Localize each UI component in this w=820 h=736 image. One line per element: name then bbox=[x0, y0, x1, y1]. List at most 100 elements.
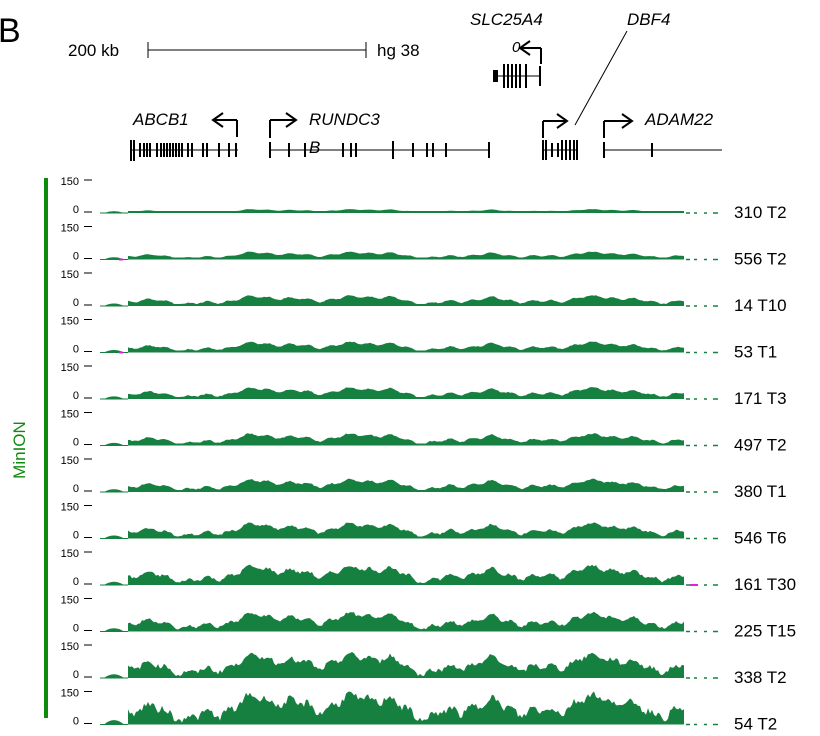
coverage-bump bbox=[104, 303, 124, 306]
gene-label-rundc3b-line1: RUNDC3 bbox=[309, 110, 380, 129]
track-label: 161 T30 bbox=[734, 575, 796, 594]
coverage-area bbox=[128, 295, 684, 306]
strand-arrow-dbf4 bbox=[542, 113, 569, 138]
coverage-bump bbox=[104, 489, 124, 492]
gene-abcb1: ABCB1 bbox=[130, 110, 238, 161]
coverage-area bbox=[128, 251, 684, 260]
axis-max-label: 150 bbox=[61, 502, 79, 514]
axis-max-label: 150 bbox=[61, 269, 79, 281]
strand-arrow-adam22 bbox=[603, 113, 634, 138]
coverage-area bbox=[128, 341, 684, 353]
scale-bar-assembly-label: hg 38 bbox=[377, 41, 420, 60]
coverage-bump bbox=[104, 442, 124, 446]
coverage-bump bbox=[104, 535, 124, 539]
gene-track: ABCB1 bbox=[130, 10, 722, 161]
track-label: 310 T2 bbox=[734, 203, 787, 222]
coverage-area bbox=[128, 652, 684, 678]
gene-adam22: ADAM22 bbox=[603, 110, 722, 158]
axis-min-label: 0 bbox=[73, 344, 79, 356]
track-label: 497 T2 bbox=[734, 436, 787, 455]
coverage-bump bbox=[104, 674, 124, 678]
axis-min-label: 0 bbox=[73, 390, 79, 402]
gene-label-dbf4: DBF4 bbox=[627, 10, 670, 29]
coverage-area bbox=[128, 611, 684, 632]
track-label: 546 T6 bbox=[734, 529, 787, 548]
gene-label-adam22: ADAM22 bbox=[644, 110, 714, 129]
track-group: MinION bbox=[10, 178, 48, 718]
gene-label-abcb1: ABCB1 bbox=[132, 110, 189, 129]
axis-max-label: 150 bbox=[61, 223, 79, 235]
axis-max-label: 150 bbox=[61, 641, 79, 653]
gene-model-abcb1 bbox=[130, 140, 238, 161]
coverage-area bbox=[128, 691, 684, 725]
axis-max-label: 150 bbox=[61, 455, 79, 467]
gene-label-slc25a4: SLC25A4 bbox=[470, 10, 543, 29]
gene-glyph-slc25a4: 0 bbox=[512, 39, 521, 56]
scale-bar-length-label: 200 kb bbox=[68, 41, 119, 60]
strand-arrow-slc25a4 bbox=[518, 40, 542, 64]
axis-max-label: 150 bbox=[61, 316, 79, 328]
gene-rundc3b: RUNDC3 B bbox=[269, 110, 490, 159]
track-label: 338 T2 bbox=[734, 668, 787, 687]
axis-min-label: 0 bbox=[73, 669, 79, 681]
axis-min-label: 0 bbox=[73, 483, 79, 495]
coverage-bump bbox=[104, 720, 124, 725]
axis-min-label: 0 bbox=[73, 437, 79, 449]
axis-min-label: 0 bbox=[73, 530, 79, 542]
track-label: 54 T2 bbox=[734, 715, 777, 734]
axis-min-label: 0 bbox=[73, 623, 79, 635]
gene-label-rundc3b-line2: B bbox=[309, 138, 320, 157]
gene-slc25a4: SLC25A4 0 bbox=[470, 10, 543, 88]
axis-max-label: 150 bbox=[61, 176, 79, 188]
strand-arrow-rundc3b bbox=[269, 112, 298, 138]
scale-bar: 200 kb hg 38 bbox=[68, 41, 420, 60]
gene-model-rundc3b bbox=[269, 141, 490, 159]
axis-min-label: 0 bbox=[73, 251, 79, 263]
strand-arrow-abcb1 bbox=[211, 112, 238, 137]
track-label: 14 T10 bbox=[734, 296, 787, 315]
track-label: 53 T1 bbox=[734, 343, 777, 362]
track-label: 171 T3 bbox=[734, 389, 787, 408]
coverage-area bbox=[128, 564, 684, 585]
coverage-bump bbox=[104, 581, 124, 585]
coverage-area bbox=[128, 209, 684, 213]
axis-min-label: 0 bbox=[73, 204, 79, 216]
coverage-bump bbox=[104, 628, 124, 632]
track-group-label: MinION bbox=[10, 421, 29, 479]
axis-max-label: 150 bbox=[61, 409, 79, 421]
coverage-area bbox=[128, 433, 684, 446]
coverage-bump bbox=[104, 396, 124, 399]
panel-label: B bbox=[0, 12, 21, 50]
coverage-area bbox=[128, 478, 684, 492]
axis-min-label: 0 bbox=[73, 576, 79, 588]
coverage-area bbox=[128, 522, 684, 539]
gene-model-dbf4 bbox=[542, 140, 578, 160]
gene-model-slc25a4 bbox=[493, 64, 541, 88]
axis-max-label: 150 bbox=[61, 688, 79, 700]
axis-min-label: 0 bbox=[73, 716, 79, 728]
track-label: 380 T1 bbox=[734, 482, 787, 501]
